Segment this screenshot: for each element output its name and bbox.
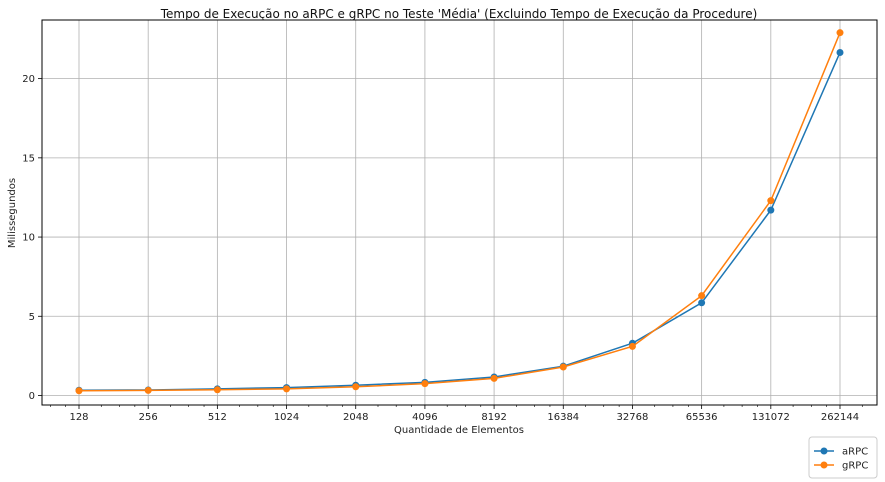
x-tick-label: 8192 [481, 412, 506, 423]
series-line-arpc [78, 52, 841, 392]
x-tick-label: 512 [208, 412, 227, 423]
x-tick-label: 128 [69, 412, 88, 423]
x-tick-label: 2048 [343, 412, 368, 423]
y-tick-label: 5 [29, 312, 35, 323]
x-axis-label: Quantidade de Elementos [394, 425, 524, 436]
legend-marker-grpc [820, 461, 828, 469]
x-tick-label: 256 [139, 412, 158, 423]
x-tick-label: 4096 [412, 412, 437, 423]
legend-box [808, 436, 878, 479]
legend: aRPC gRPC [808, 436, 878, 479]
data-point-grpc [490, 374, 498, 382]
data-point-grpc [283, 385, 291, 393]
y-tick-label: 20 [22, 74, 35, 85]
series-line-grpc [78, 32, 841, 392]
y-tick-label: 0 [29, 391, 35, 402]
data-point-grpc [352, 383, 360, 391]
legend-marker-arpc [820, 447, 828, 455]
y-axis: 0 5 10 15 20 [22, 74, 42, 402]
data-point-grpc [559, 363, 567, 371]
data-point-grpc [767, 197, 775, 205]
x-tick-label: 262144 [821, 412, 859, 423]
y-tick-label: 10 [22, 233, 35, 244]
data-point-grpc [75, 387, 83, 395]
legend-label-grpc: gRPC [842, 461, 868, 472]
data-point-arpc [698, 299, 706, 307]
legend-label-arpc: aRPC [842, 447, 868, 458]
x-axis: 128 256 512 1024 2048 4096 8192 16384 32768 65536… [49, 405, 863, 423]
plot-series [75, 29, 844, 395]
data-point-grpc [628, 342, 636, 350]
x-tick-label: 1024 [274, 412, 299, 423]
y-axis-label: Milissegundos [7, 178, 18, 248]
x-tick-label: 65536 [686, 412, 718, 423]
x-tick-label: 32768 [617, 412, 649, 423]
data-point-grpc [213, 386, 221, 394]
data-point-grpc [698, 292, 706, 300]
data-point-arpc [767, 206, 775, 214]
chart-title: Tempo de Execução no aRPC e gRPC no Test… [160, 7, 758, 21]
x-tick-label: 131072 [752, 412, 790, 423]
x-tick-label: 16384 [547, 412, 579, 423]
data-point-grpc [421, 380, 429, 388]
grid [42, 20, 877, 405]
data-point-grpc [836, 29, 844, 37]
data-point-grpc [144, 386, 152, 394]
y-tick-label: 15 [22, 153, 35, 164]
data-point-arpc [836, 48, 844, 56]
plot-frame [41, 19, 878, 406]
